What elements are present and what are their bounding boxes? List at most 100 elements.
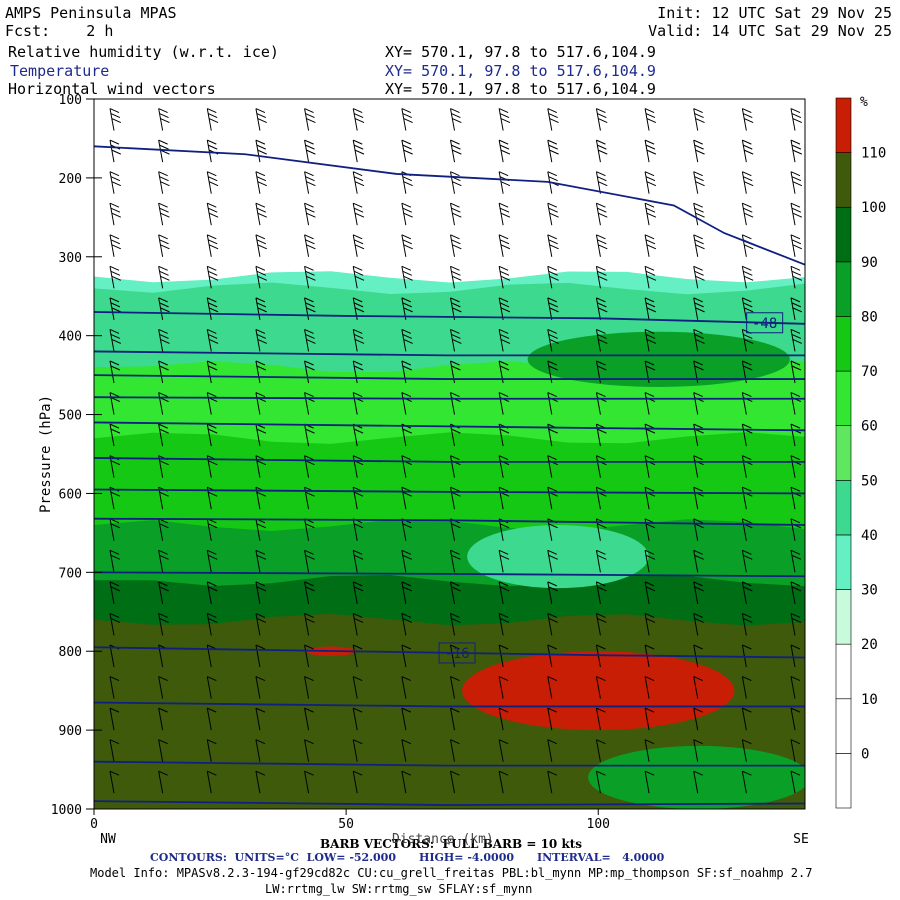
wind-barb [401, 202, 413, 226]
wind-barb [450, 770, 460, 794]
wind-barb [255, 739, 266, 762]
colorbar-tick-label: 10 [861, 692, 878, 708]
wind-barb [644, 739, 655, 762]
wind-barb [206, 676, 217, 699]
wind-barb [595, 234, 608, 257]
wind-barb [693, 739, 703, 762]
wind-barb [693, 265, 705, 289]
wind-barb [304, 139, 316, 163]
wind-barb [644, 707, 655, 731]
wind-barb [693, 108, 705, 131]
wind-barb [109, 581, 121, 604]
colorbar-bin [835, 534, 852, 590]
wind-barb [450, 549, 461, 573]
wind-barb [158, 676, 168, 699]
wind-barb [109, 676, 120, 699]
wind-barb [741, 234, 754, 257]
temperature-contour [94, 517, 805, 526]
y-tick-label: 600 [59, 487, 82, 502]
wind-barb [790, 707, 801, 731]
wind-barb [693, 549, 704, 573]
wind-barb [790, 202, 803, 226]
wind-barb [206, 581, 218, 604]
x-end-label-se: SE [793, 832, 809, 847]
wind-barb [595, 676, 606, 699]
wind-barb [158, 108, 170, 131]
plot-frame [93, 98, 806, 810]
wind-barb [450, 265, 462, 289]
wind-barb [352, 707, 363, 731]
wind-barb [547, 297, 559, 320]
wind-barb [547, 202, 559, 226]
wind-barb [498, 707, 509, 731]
colorbar-tick-label: 70 [861, 364, 878, 380]
wind-barb [595, 139, 608, 163]
wind-barb [450, 171, 462, 194]
y-axis-label: Pressure (hPa) [38, 395, 54, 513]
wind-barb [401, 171, 413, 194]
wind-barb [158, 549, 169, 573]
wind-barb [450, 486, 461, 510]
wind-barb [595, 612, 607, 636]
wind-barb [158, 202, 170, 226]
wind-barb [693, 707, 703, 731]
wind-barb [158, 328, 170, 352]
wind-barb [255, 139, 267, 163]
wind-barb [109, 707, 120, 731]
temperature-contour [94, 800, 805, 806]
wind-barb [206, 612, 218, 636]
wind-barb [401, 549, 412, 573]
wind-barb [547, 139, 559, 163]
wind-barb [401, 139, 413, 163]
wind-barb [352, 612, 364, 636]
wind-barb [255, 612, 267, 636]
wind-barb [595, 202, 608, 226]
y-tick-label: 200 [59, 172, 82, 187]
wind-barb [352, 770, 363, 794]
colorbar-bin [835, 753, 852, 809]
contour-label: -16 [444, 646, 469, 662]
wind-barb [644, 770, 655, 794]
wind-barb [304, 581, 315, 604]
wind-barb [255, 171, 267, 194]
wind-barb [109, 139, 122, 163]
wind-barb [158, 612, 169, 636]
x-tick-label: 100 [587, 817, 610, 832]
wind-barb [547, 328, 559, 352]
wind-barb [547, 108, 559, 131]
wind-barb [450, 139, 462, 163]
field-xy-rh: XY= 570.1, 97.8 to 517.6,104.9 [385, 43, 656, 61]
wind-barb [547, 707, 557, 731]
wind-barb [450, 739, 460, 762]
wind-barb [304, 676, 314, 699]
wind-barb [595, 108, 608, 131]
wind-barb [595, 707, 606, 731]
wind-barb [109, 739, 120, 762]
wind-barb [401, 328, 413, 352]
wind-barb [790, 612, 802, 636]
colorbar-tick-label: 50 [861, 473, 878, 489]
wind-barb [352, 581, 364, 604]
wind-barb [595, 770, 606, 794]
wind-barb [255, 360, 267, 384]
wind-barb [304, 234, 316, 257]
wind-barb [352, 202, 365, 226]
temperature-contour [94, 311, 805, 325]
wind-barb [595, 549, 607, 573]
colorbar-tick-label: 0 [861, 746, 869, 762]
colorbar-bin [835, 316, 852, 372]
wind-barb [401, 707, 412, 731]
wind-barb [498, 581, 510, 604]
wind-barb [158, 581, 169, 604]
wind-barb [401, 770, 412, 794]
colorbar-tick-label: 40 [861, 528, 878, 544]
wind-barb [158, 234, 170, 257]
wind-barb [741, 171, 754, 194]
wind-barb [450, 234, 462, 257]
wind-barb [255, 265, 267, 289]
colorbar-bin [835, 370, 852, 426]
wind-barb [644, 108, 657, 131]
colorbar-bin [835, 589, 852, 645]
